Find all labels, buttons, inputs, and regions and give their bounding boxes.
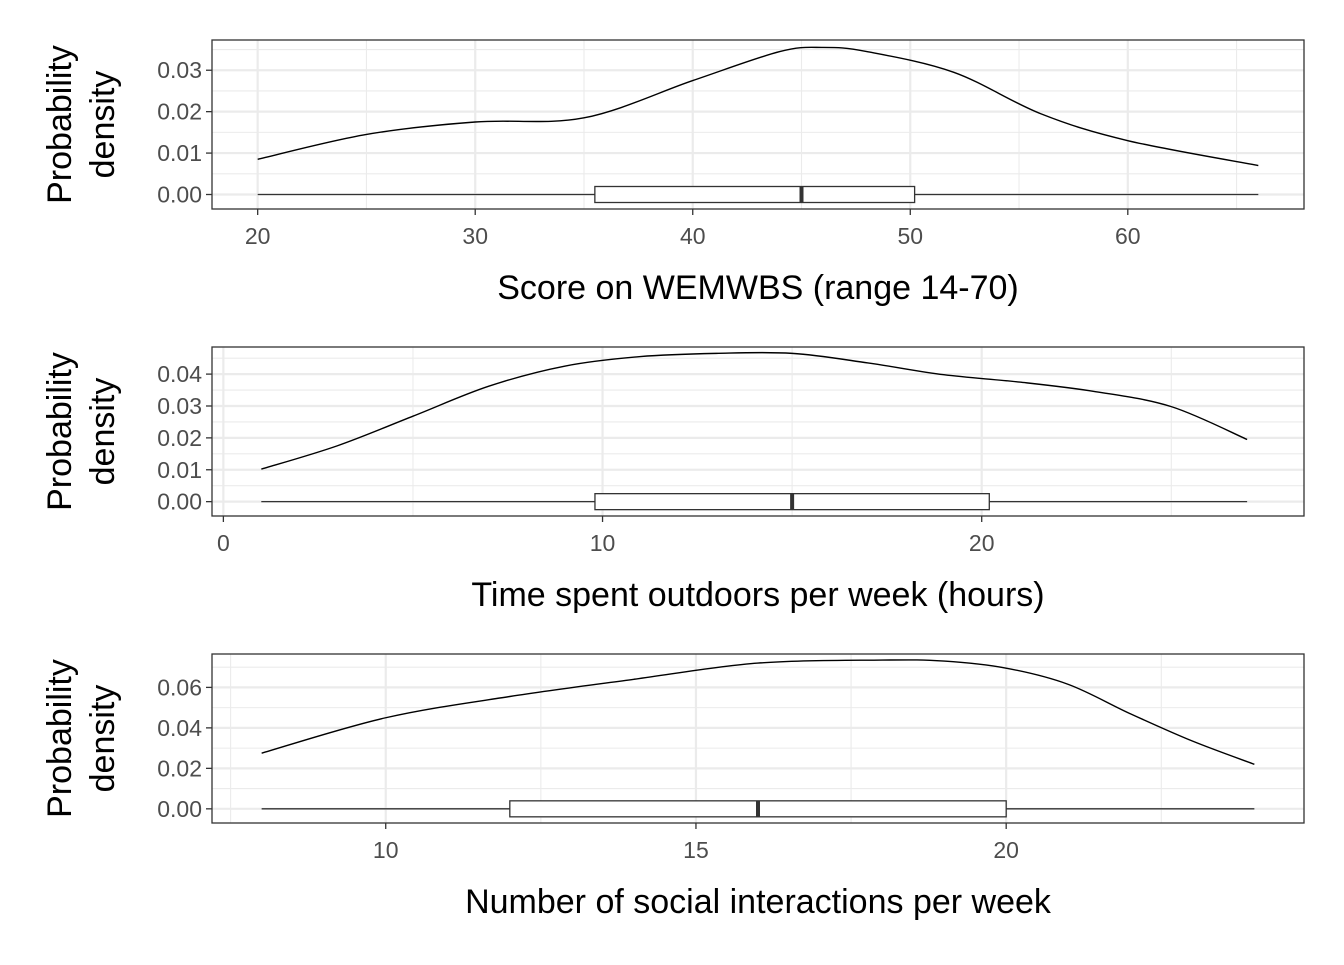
y-tick-label: 0.02 [157,755,202,781]
x-tick-label: 10 [590,530,616,556]
x-tick-label: 20 [969,530,995,556]
y-tick-label: 0.02 [157,99,202,125]
chart-panel-3: 10 15 20 0.00 0.02 0.04 0.06 Number of social i… [41,653,1305,921]
x-tick-label: 0 [217,530,230,556]
y-axis-title-line2: density [84,71,122,179]
x-tick-label: 20 [993,837,1019,863]
x-tick-label: 15 [683,837,709,863]
x-tick-label: 10 [373,837,399,863]
x-tick-label: 60 [1115,223,1141,249]
y-tick-label: 0.04 [157,361,202,387]
x-axis-title: Score on WEMWBS (range 14-70) [497,269,1019,307]
y-tick-label: 0.03 [157,393,202,419]
density-curve [261,351,1248,470]
y-axis-title-line1: Probability [41,45,79,204]
y-axis-title-line2: density [84,685,122,793]
y-tick-label: 0.06 [157,674,202,700]
y-tick-label: 0.00 [157,489,202,515]
y-tick-label: 0.00 [157,182,202,208]
panel-border [211,39,1305,210]
x-axis-title: Number of social interactions per week [465,883,1052,921]
y-tick-label: 0.00 [157,796,202,822]
boxplot-iqr-box [594,185,916,204]
x-tick-label: 40 [680,223,706,249]
density-curve [257,46,1259,167]
y-tick-label: 0.01 [157,457,202,483]
density-curve [261,659,1255,765]
x-tick-label: 20 [245,223,271,249]
x-tick-label: 50 [897,223,923,249]
x-axis-title: Time spent outdoors per week (hours) [471,576,1044,614]
x-tick-label: 30 [462,223,488,249]
y-tick-label: 0.01 [157,140,202,166]
y-tick-label: 0.02 [157,425,202,451]
y-tick-label: 0.03 [157,57,202,83]
y-tick-label: 0.04 [157,715,202,741]
y-axis-title-line2: density [84,378,122,486]
y-axis-title-line1: Probability [41,352,79,511]
panel-border [211,346,1305,517]
y-axis-title-line1: Probability [41,659,79,818]
chart-panel-2: 0 10 20 0.00 0.01 0.02 0.03 0.04 Time spent outd… [41,346,1305,614]
chart-panel-1: 20 30 40 50 60 0.00 0.01 0.02 0.03 Score on WEMWB… [41,39,1305,307]
panel-border [211,653,1305,824]
